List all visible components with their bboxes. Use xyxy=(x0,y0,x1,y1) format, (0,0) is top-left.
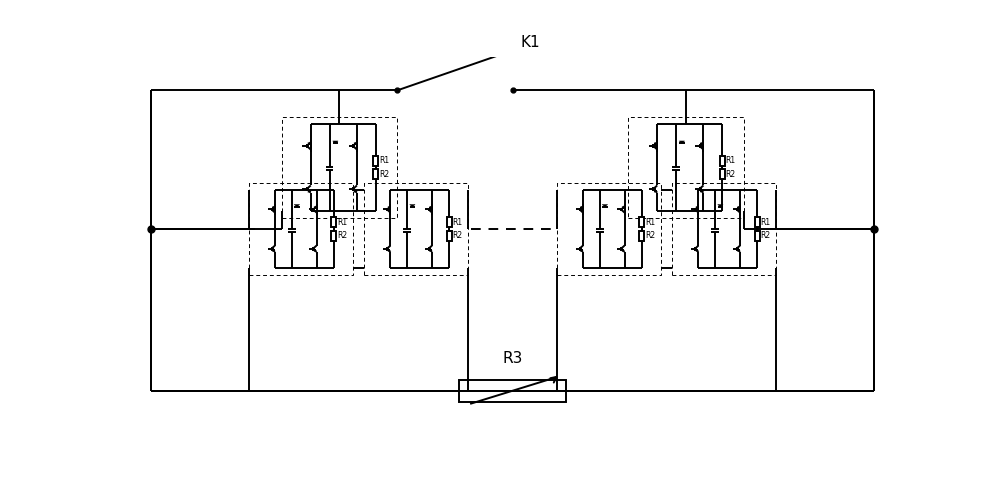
Bar xyxy=(639,231,644,241)
Text: R1: R1 xyxy=(452,217,463,227)
Polygon shape xyxy=(696,250,698,251)
Text: R3: R3 xyxy=(502,351,523,366)
Polygon shape xyxy=(294,205,300,207)
Polygon shape xyxy=(333,141,338,143)
Polygon shape xyxy=(679,141,685,143)
Bar xyxy=(331,231,336,241)
Text: R2: R2 xyxy=(452,231,463,240)
Text: R2: R2 xyxy=(760,231,771,240)
Bar xyxy=(364,183,468,275)
Polygon shape xyxy=(580,250,583,251)
Bar xyxy=(373,169,378,179)
Text: R1: R1 xyxy=(645,217,655,227)
Polygon shape xyxy=(718,205,723,207)
Polygon shape xyxy=(700,191,703,192)
Polygon shape xyxy=(737,206,740,208)
Polygon shape xyxy=(654,143,657,144)
Polygon shape xyxy=(602,205,608,207)
Text: R1: R1 xyxy=(726,156,736,165)
Polygon shape xyxy=(696,206,698,208)
Bar xyxy=(755,231,760,241)
Polygon shape xyxy=(654,191,657,192)
Bar xyxy=(755,217,760,227)
Polygon shape xyxy=(354,191,357,192)
Bar xyxy=(557,183,661,275)
Text: R2: R2 xyxy=(645,231,655,240)
Polygon shape xyxy=(580,206,583,208)
Bar xyxy=(672,183,776,275)
Text: R1: R1 xyxy=(760,217,771,227)
Bar xyxy=(720,169,725,179)
Polygon shape xyxy=(429,206,432,208)
Bar xyxy=(628,118,744,217)
Polygon shape xyxy=(308,191,311,192)
Bar xyxy=(447,231,452,241)
Text: K1: K1 xyxy=(520,35,540,51)
Bar xyxy=(720,155,725,165)
Polygon shape xyxy=(272,206,275,208)
Polygon shape xyxy=(388,250,390,251)
Bar xyxy=(459,380,566,402)
Bar xyxy=(639,217,644,227)
Polygon shape xyxy=(622,250,624,251)
Text: R2: R2 xyxy=(726,170,736,179)
Polygon shape xyxy=(622,206,624,208)
Text: R2: R2 xyxy=(337,231,347,240)
Text: R1: R1 xyxy=(379,156,389,165)
Polygon shape xyxy=(272,250,275,251)
Bar xyxy=(249,183,353,275)
Text: R1: R1 xyxy=(337,217,347,227)
Polygon shape xyxy=(314,250,316,251)
Polygon shape xyxy=(388,206,390,208)
Text: R2: R2 xyxy=(379,170,389,179)
Polygon shape xyxy=(410,205,415,207)
Bar xyxy=(331,217,336,227)
Polygon shape xyxy=(737,250,740,251)
Polygon shape xyxy=(308,143,311,144)
Bar xyxy=(282,118,397,217)
Polygon shape xyxy=(429,250,432,251)
Polygon shape xyxy=(314,206,316,208)
Polygon shape xyxy=(700,143,703,144)
Polygon shape xyxy=(354,143,357,144)
Bar xyxy=(373,155,378,165)
Bar xyxy=(447,217,452,227)
